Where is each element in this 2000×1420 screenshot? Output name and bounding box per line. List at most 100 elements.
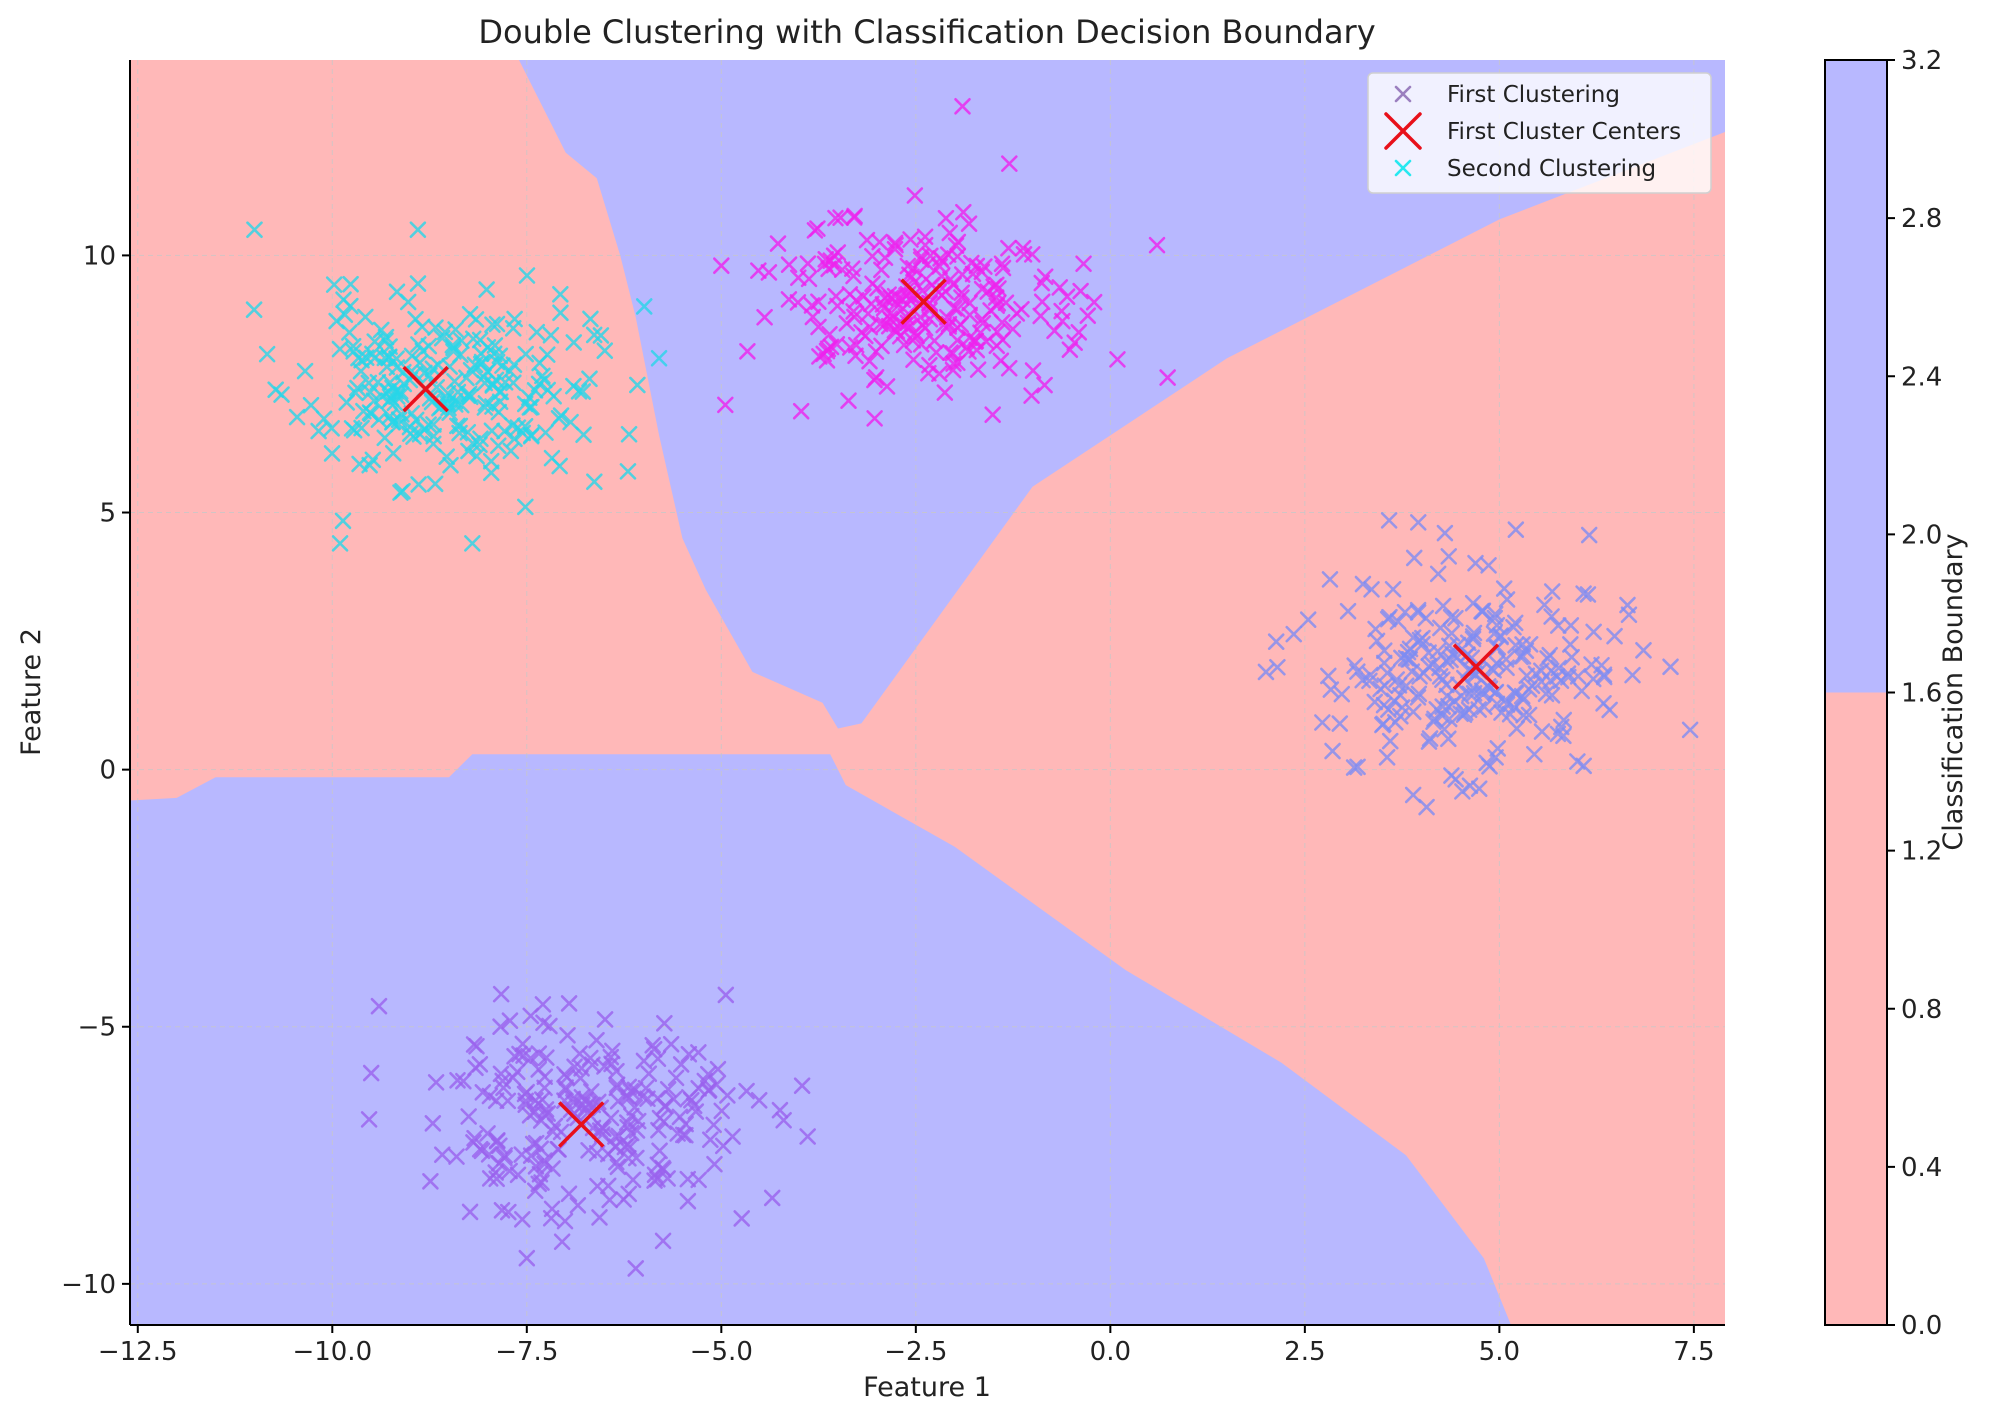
data-point <box>1375 654 1393 672</box>
data-point <box>947 237 965 254</box>
data-point <box>508 1063 526 1081</box>
data-point <box>1536 596 1553 614</box>
data-point <box>1573 682 1591 700</box>
data-point <box>447 321 464 338</box>
data-point <box>1543 583 1561 600</box>
data-point <box>566 1058 583 1076</box>
data-point <box>709 1060 727 1078</box>
data-point <box>534 367 551 385</box>
data-point <box>899 314 917 332</box>
data-point <box>858 231 876 249</box>
colorbar-tick-label: 2.4 <box>1901 362 1942 392</box>
data-point <box>372 321 390 339</box>
y-tick-label: 5 <box>99 499 116 529</box>
data-point <box>646 1172 663 1189</box>
data-point <box>349 379 366 397</box>
data-point <box>1159 369 1176 386</box>
legend-marker <box>1384 112 1422 150</box>
data-point <box>1023 387 1040 404</box>
data-point <box>1606 627 1623 645</box>
data-point <box>530 1045 548 1062</box>
data-point <box>506 430 523 448</box>
data-point <box>1420 644 1437 661</box>
data-point <box>488 1170 505 1188</box>
data-point <box>599 1145 617 1163</box>
data-point <box>1447 609 1464 627</box>
data-point <box>926 332 943 350</box>
data-point <box>310 422 327 440</box>
data-point <box>1507 685 1525 702</box>
data-point <box>575 426 592 444</box>
data-point <box>780 256 798 273</box>
data-point <box>1562 617 1580 634</box>
data-point <box>487 371 505 389</box>
data-point <box>460 385 478 403</box>
data-point <box>1508 720 1526 737</box>
data-point <box>468 447 485 465</box>
data-point <box>1429 565 1447 583</box>
data-point <box>1367 620 1384 638</box>
data-point <box>619 1136 637 1153</box>
data-point <box>569 1197 587 1214</box>
data-point <box>1542 672 1559 689</box>
data-point <box>1321 571 1339 588</box>
data-point <box>1483 660 1500 678</box>
data-point <box>832 209 849 226</box>
data-point <box>537 424 554 441</box>
data-point <box>655 1161 672 1178</box>
data-point <box>376 349 394 367</box>
data-point <box>629 376 646 394</box>
data-point <box>357 349 375 367</box>
data-point <box>1036 376 1053 394</box>
data-point <box>821 325 838 343</box>
data-point <box>627 1260 645 1277</box>
data-point <box>532 1140 549 1158</box>
data-point <box>466 356 484 374</box>
data-point <box>246 221 263 238</box>
data-point <box>1517 642 1535 660</box>
data-point <box>273 386 290 403</box>
data-point <box>1470 780 1488 798</box>
data-point <box>1507 521 1525 538</box>
data-point <box>912 308 929 326</box>
data-point <box>654 1232 672 1250</box>
data-point <box>976 258 993 275</box>
data-point <box>511 1045 528 1063</box>
data-point <box>581 370 598 388</box>
data-point <box>517 1096 534 1114</box>
data-point <box>1543 686 1561 704</box>
data-point <box>502 442 520 460</box>
data-point <box>522 1147 540 1164</box>
data-point <box>853 324 870 341</box>
data-point <box>1418 798 1435 816</box>
data-point <box>1585 623 1602 641</box>
data-point <box>1417 609 1435 627</box>
data-point <box>448 1148 465 1165</box>
colorbar-tick-label: 3.2 <box>1901 46 1942 76</box>
data-point <box>738 1082 755 1100</box>
data-point <box>1148 236 1166 254</box>
data-point <box>446 373 463 390</box>
data-point <box>362 1064 380 1082</box>
data-point <box>817 250 835 268</box>
data-point <box>582 310 599 328</box>
data-point <box>551 457 568 475</box>
data-point <box>685 1097 703 1115</box>
data-point <box>804 308 822 326</box>
data-point <box>609 1158 627 1176</box>
data-point <box>649 1050 667 1068</box>
data-point <box>984 406 1001 423</box>
data-point <box>942 271 959 288</box>
data-point <box>708 1076 725 1093</box>
data-point <box>1085 293 1103 311</box>
data-point <box>1488 616 1506 634</box>
data-point <box>760 264 778 281</box>
data-point <box>1299 611 1317 628</box>
data-point <box>1378 749 1396 766</box>
data-point <box>384 444 402 462</box>
data-point <box>1032 307 1049 325</box>
data-point <box>861 352 878 370</box>
data-point <box>464 435 482 452</box>
data-point <box>331 340 349 358</box>
data-point <box>992 352 1010 370</box>
